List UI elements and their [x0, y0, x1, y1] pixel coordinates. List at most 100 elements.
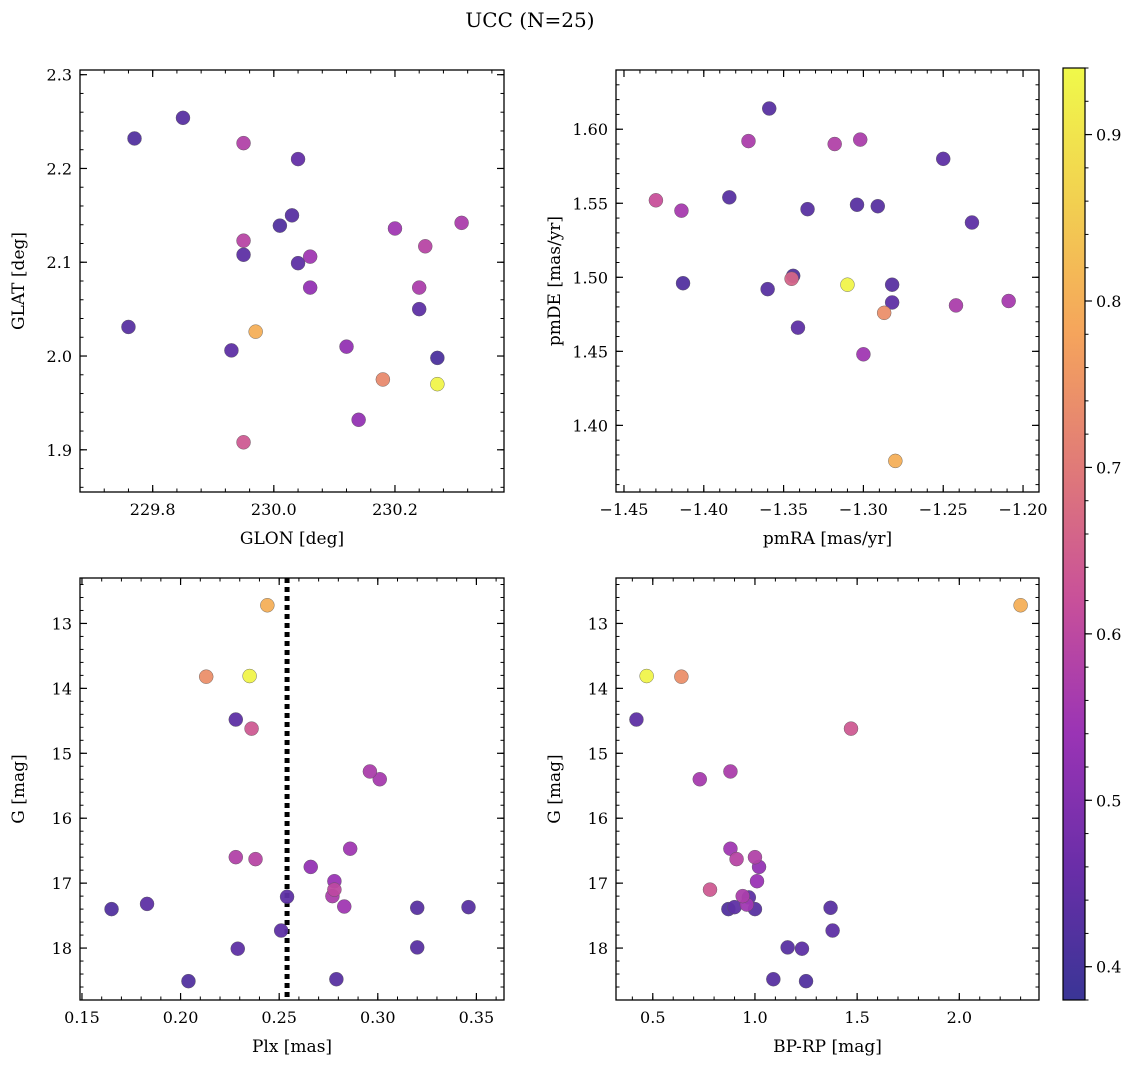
x-axis-label: GLON [deg]: [240, 529, 344, 549]
axes-frame: [615, 69, 1040, 493]
y-tick-label: 2.2: [47, 159, 72, 178]
y-axis-label: pmDE [mas/yr]: [545, 216, 565, 346]
scatter-point: [242, 668, 257, 684]
y-tick-label: 1.9: [47, 441, 72, 460]
x-tick-label: 230.2: [372, 500, 418, 519]
x-tick-label: −1.25: [919, 500, 968, 519]
scatter-point: [729, 851, 744, 867]
scatter-point: [798, 973, 814, 989]
scatter-point: [884, 277, 900, 292]
x-tick-label: −1.35: [759, 500, 808, 519]
scatter-point: [760, 281, 775, 297]
scatter-point: [454, 215, 469, 231]
scatter-point: [260, 598, 275, 613]
x-tick-label: 0.25: [261, 1008, 297, 1027]
x-tick-label: 0.15: [64, 1008, 100, 1027]
scatter-point: [375, 372, 391, 387]
y-tick-label: 15: [588, 744, 608, 763]
colorbar-tick-label: 0.6: [1096, 625, 1121, 644]
scatter-point: [870, 199, 885, 214]
scatter-point: [461, 899, 476, 915]
scatter-point: [747, 849, 763, 865]
scatter-point: [290, 151, 306, 167]
y-tick-label: 18: [52, 939, 72, 958]
scatter-point: [853, 132, 868, 147]
scatter-point: [272, 218, 288, 233]
y-tick-label: 1.55: [572, 194, 608, 213]
y-tick-label: 17: [588, 874, 608, 893]
x-tick-label: 2.0: [947, 1008, 972, 1027]
y-tick-label: 1.40: [572, 416, 608, 435]
scatter-point: [303, 859, 318, 875]
scatter-point: [876, 305, 892, 321]
scatter-point: [843, 721, 859, 736]
scatter-point: [800, 201, 815, 217]
y-tick-label: 1.50: [572, 268, 608, 287]
scatter-point: [702, 882, 718, 897]
scatter-point: [675, 276, 691, 291]
x-axis-label: BP-RP [mag]: [773, 1037, 882, 1057]
scatter-point: [639, 668, 654, 684]
scatter-point: [888, 453, 903, 469]
x-tick-label: 0.35: [459, 1008, 495, 1027]
x-tick-label: 0.5: [640, 1008, 665, 1027]
colorbar-tick-label: 0.7: [1096, 458, 1121, 477]
scatter-point: [784, 271, 799, 286]
panel-plx-g: 0.15 0.20 0.25 0.30 0.35 13 14 15 16 17 18 Plx [mas…: [9, 577, 505, 1057]
scatter-point: [780, 940, 795, 955]
scatter-point: [412, 301, 427, 317]
colorbar-tick-label: 0.9: [1096, 126, 1121, 145]
x-tick-label: −1.30: [839, 500, 888, 519]
scatter-point: [279, 889, 295, 904]
panels: 229.8 230.0 230.2 1.9 2.0 2.1 2.2 2.3 GLON [deg]…: [9, 66, 1048, 1057]
scatter-point: [342, 841, 358, 856]
scatter-point: [1001, 293, 1016, 309]
colorbar-tick-label: 0.5: [1096, 791, 1121, 810]
scatter-point: [629, 712, 644, 727]
scatter-point: [674, 669, 689, 684]
colorbar-tick-label: 0.4: [1096, 958, 1121, 977]
x-tick-label: 1.5: [844, 1008, 869, 1027]
scatter-point: [302, 280, 318, 295]
scatter-point: [823, 900, 838, 916]
scatter-point: [741, 133, 756, 149]
scatter-point: [302, 249, 318, 264]
scatter-point: [849, 197, 865, 212]
scatter-point: [290, 255, 306, 271]
y-tick-label: 14: [588, 679, 608, 698]
x-axis-label: Plx [mas]: [252, 1037, 332, 1057]
y-tick-label: 18: [588, 939, 608, 958]
scatter-point: [790, 320, 806, 335]
scatter-point: [199, 669, 214, 684]
y-tick-label: 16: [588, 809, 608, 828]
scatter-point: [735, 888, 750, 904]
y-axis-label: GLAT [deg]: [9, 232, 29, 330]
axes-frame: [615, 577, 1040, 1001]
scatter-point: [372, 772, 387, 787]
y-axis-label: G [mag]: [545, 754, 565, 823]
scatter-point: [387, 221, 403, 236]
scatter-point: [248, 324, 263, 339]
axes-frame: [79, 577, 505, 1001]
scatter-point: [236, 435, 251, 450]
scatter-point: [430, 350, 445, 366]
scatter-point: [248, 851, 263, 867]
x-tick-label: 1.0: [742, 1008, 767, 1027]
minor-ticks: [80, 70, 504, 492]
x-tick-label: 230.0: [251, 500, 297, 519]
scatter-point: [410, 900, 425, 916]
y-tick-label: 13: [588, 614, 608, 633]
colorbar-bar: [1062, 67, 1086, 1001]
scatter-point: [964, 215, 980, 230]
y-tick-label: 2.1: [47, 253, 72, 272]
scatter-point: [825, 923, 840, 938]
scatter-point: [224, 343, 239, 358]
y-tick-label: 15: [52, 744, 72, 763]
scatter-point: [284, 208, 300, 223]
scatter-point: [648, 193, 664, 208]
y-tick-label: 1.45: [572, 342, 608, 361]
x-tick-label: −1.20: [999, 500, 1048, 519]
scatter-point: [351, 412, 366, 427]
scatter-point: [827, 136, 842, 152]
